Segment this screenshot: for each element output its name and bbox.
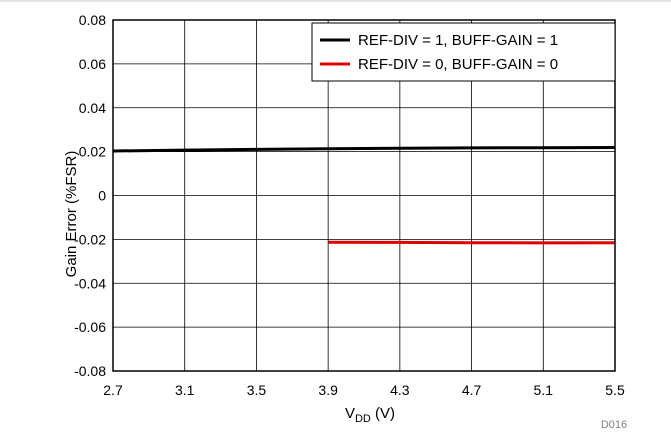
x-tick-label: 4.3 xyxy=(390,382,410,398)
y-tick-label: 0.04 xyxy=(79,100,106,116)
x-tick-label: 3.5 xyxy=(247,382,267,398)
y-tick-label: -0.08 xyxy=(74,363,106,379)
x-axis-label-unit: (V) xyxy=(371,405,395,422)
y-tick-label: 0.08 xyxy=(79,12,106,28)
x-tick-label: 5.1 xyxy=(534,382,554,398)
x-tick-label: 3.1 xyxy=(175,382,195,398)
y-tick-label: -0.02 xyxy=(74,231,106,247)
series-layer xyxy=(112,146,616,245)
legend: REF-DIV = 1, BUFF-GAIN = 1 REF-DIV = 0, … xyxy=(311,22,616,82)
y-tick-label: 0.02 xyxy=(79,144,106,160)
plot-frame xyxy=(112,19,616,372)
y-tick-labels: 0.08 0.06 0.04 0.02 0 -0.02 -0.04 -0.06 -0.08 xyxy=(74,12,106,379)
x-tick-labels: 2.7 3.1 3.5 3.9 4.3 4.7 5.1 5.5 xyxy=(103,382,625,398)
x-tick-label: 3.9 xyxy=(318,382,338,398)
x-axis-label: VDD (V) xyxy=(345,405,395,425)
y-tick-label: 0.06 xyxy=(79,56,106,72)
series-line-0 xyxy=(112,146,616,153)
figure-id: D016 xyxy=(601,419,627,431)
x-axis-label-sub: DD xyxy=(355,413,371,425)
x-tick-label: 2.7 xyxy=(103,382,123,398)
legend-box xyxy=(311,22,616,82)
x-tick-label: 5.5 xyxy=(605,382,625,398)
y-axis-label: Gain Error (%FSR) xyxy=(63,151,80,278)
x-tick-label: 4.7 xyxy=(462,382,482,398)
y-tick-label: 0 xyxy=(98,188,106,204)
legend-label-ref-div-1: REF-DIV = 1, BUFF-GAIN = 1 xyxy=(358,32,558,49)
x-axis-label-main: V xyxy=(345,405,355,422)
y-tick-label: -0.06 xyxy=(74,319,106,335)
legend-label-ref-div-0: REF-DIV = 0, BUFF-GAIN = 0 xyxy=(358,56,558,73)
series-line-1 xyxy=(328,240,616,245)
y-tick-label: -0.04 xyxy=(74,275,106,291)
